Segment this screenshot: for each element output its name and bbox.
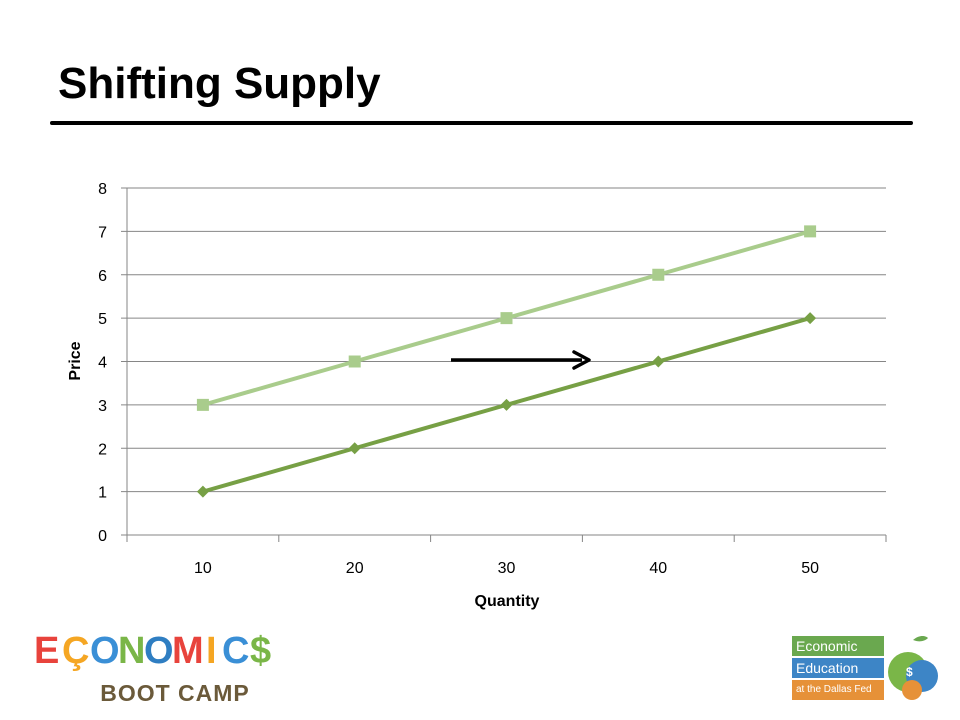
y-tick-label: 6 <box>98 268 107 285</box>
annotations <box>451 350 591 370</box>
logo-letter: E <box>34 630 60 672</box>
y-tick-label: 3 <box>98 398 107 415</box>
data-point <box>196 398 209 411</box>
svg-text:$: $ <box>906 665 913 679</box>
logo-letter: N <box>118 630 146 672</box>
series-2 <box>196 312 817 498</box>
y-axis-title: Price <box>67 341 84 380</box>
data-point <box>196 485 209 498</box>
y-tick-label: 1 <box>98 485 107 502</box>
logo-letter: M <box>172 630 204 672</box>
data-point <box>348 355 361 368</box>
y-tick-label: 2 <box>98 441 107 458</box>
data-point <box>348 442 361 455</box>
shift-arrow-head <box>572 350 591 370</box>
slide-title: Shifting Supply <box>58 59 381 108</box>
logo-letter: Ç <box>62 630 90 672</box>
data-point <box>500 398 513 411</box>
axes: 0 1 2 3 4 5 6 7 8 10 20 30 40 50 <box>98 181 887 577</box>
gridlines <box>127 187 886 493</box>
apple-globe-icon: $ <box>888 636 938 700</box>
series-group <box>196 225 817 498</box>
economics-bootcamp-logo: E Ç O N O M I C $ BOOT CAMP <box>32 626 282 706</box>
logo-letter: O <box>90 630 120 672</box>
logo-letter: C <box>222 630 250 672</box>
x-tick-label: 20 <box>346 560 364 577</box>
y-tick-label: 8 <box>98 181 107 198</box>
logo-line-dallas-fed: at the Dallas Fed <box>792 680 884 700</box>
supply-chart: 0 1 2 3 4 5 6 7 8 10 20 30 40 50 Quantity Price <box>67 181 887 610</box>
data-point <box>500 312 513 325</box>
logo-line-education: Education <box>792 658 884 678</box>
logo-line-economic: Economic <box>792 636 884 656</box>
x-tick-label: 30 <box>498 560 516 577</box>
title-rule <box>50 121 913 125</box>
logo-letter: I <box>206 630 217 672</box>
x-tick-label: 10 <box>194 560 212 577</box>
x-tick-label: 40 <box>649 560 667 577</box>
dallas-fed-logo: Economic Education at the Dallas Fed $ <box>792 632 942 704</box>
x-tick-label: 50 <box>801 560 819 577</box>
y-tick-label: 5 <box>98 311 107 328</box>
y-tick-label: 0 <box>98 528 107 545</box>
series-1 <box>196 225 817 411</box>
data-point <box>804 312 817 325</box>
logo-letter: O <box>144 630 174 672</box>
y-tick-label: 4 <box>98 355 107 372</box>
x-axis-title: Quantity <box>475 593 540 610</box>
y-tick-label: 7 <box>98 224 107 241</box>
bootcamp-word: BOOT CAMP <box>100 680 250 706</box>
data-point <box>652 355 665 368</box>
logo-letter: $ <box>250 630 272 672</box>
data-point <box>804 225 817 238</box>
data-point <box>652 268 665 281</box>
